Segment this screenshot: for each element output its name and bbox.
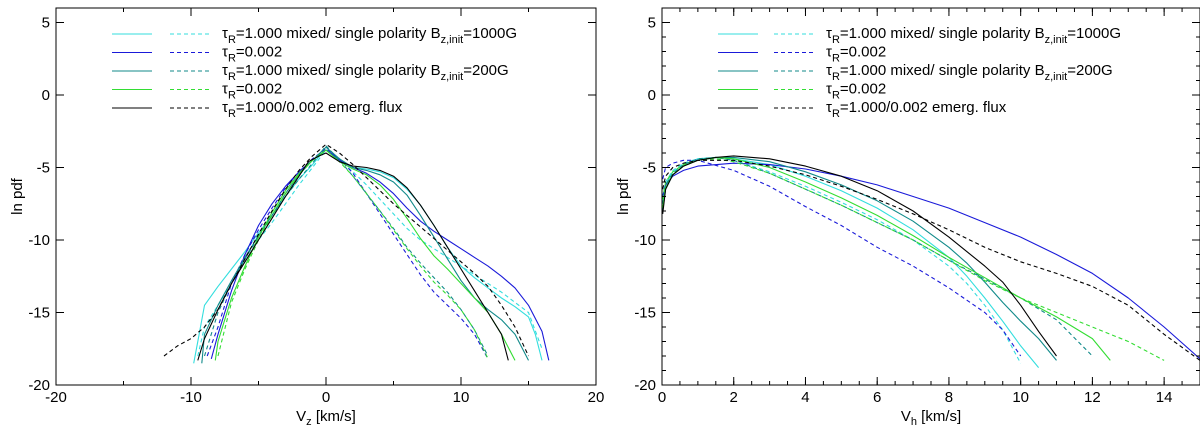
left-series-9 bbox=[163, 143, 529, 357]
right-series-9 bbox=[662, 159, 1200, 361]
left-ytick-label-4: 0 bbox=[42, 87, 50, 104]
left-ytick-label-3: -5 bbox=[37, 160, 50, 177]
right-series-1 bbox=[662, 156, 1022, 364]
right-series-3 bbox=[662, 159, 1022, 357]
right-xtick-label-6: 12 bbox=[1084, 389, 1101, 406]
left-ytick-label-2: -10 bbox=[28, 232, 50, 249]
right-legend-label-4: τR=1.000/0.002 emerg. flux bbox=[826, 99, 1007, 120]
left-ytick-label-0: -20 bbox=[28, 377, 50, 394]
left-legend-label-1: τR=0.002 bbox=[222, 44, 282, 65]
right-ylabel: ln pdf bbox=[615, 177, 632, 215]
right-chart: 0 2 4 6 8 10 12 14 -20 -15 -10 -5 0 5 Vh [km/s] ln pdf τ… bbox=[615, 7, 1200, 428]
right-legend-label-2: τR=1.000 mixed/ single polarity Bz,init=… bbox=[826, 62, 1113, 83]
left-xtick-label-0: -20 bbox=[45, 389, 67, 406]
left-series-7 bbox=[217, 149, 489, 360]
left-xtick-label-4: 20 bbox=[588, 389, 605, 406]
left-legend: τR=1.000 mixed/ single polarity Bz,init=… bbox=[112, 25, 517, 120]
right-legend-label-0: τR=1.000 mixed/ single polarity Bz,init=… bbox=[826, 25, 1121, 46]
left-xtick-label-2: 0 bbox=[322, 389, 330, 406]
right-series-group bbox=[662, 155, 1200, 368]
right-ytick-label-1: -15 bbox=[634, 305, 656, 322]
right-ytick-label-0: -20 bbox=[634, 377, 656, 394]
right-series-7 bbox=[662, 158, 1165, 361]
left-ytick-label-5: 5 bbox=[42, 15, 50, 32]
right-xtick-label-3: 6 bbox=[873, 389, 881, 406]
right-ytick-label-4: 0 bbox=[648, 87, 656, 104]
right-ytick-label-3: -5 bbox=[643, 160, 656, 177]
right-xlabel: Vh [km/s] bbox=[901, 408, 961, 428]
right-legend-label-1: τR=0.002 bbox=[826, 44, 886, 65]
right-series-5 bbox=[662, 156, 1093, 357]
right-ytick-label-5: 5 bbox=[648, 15, 656, 32]
right-series-4 bbox=[662, 156, 1057, 361]
left-chart: -20 -10 0 10 20 -20 -15 -10 -5 0 5 Vz [km/s] ln pdf τ… bbox=[9, 7, 605, 428]
right-xtick-label-2: 4 bbox=[801, 389, 809, 406]
right-xtick-label-4: 8 bbox=[945, 389, 953, 406]
right-xtick-label-0: 0 bbox=[658, 389, 666, 406]
right-xtick-label-7: 14 bbox=[1156, 389, 1173, 406]
left-xtick-label-3: 10 bbox=[453, 389, 470, 406]
right-series-2 bbox=[662, 162, 1200, 360]
left-series-2 bbox=[210, 149, 550, 361]
right-xtick-label-1: 2 bbox=[730, 389, 738, 406]
left-series-6 bbox=[214, 149, 516, 361]
left-series-3 bbox=[206, 148, 489, 360]
right-legend-label-3: τR=0.002 bbox=[826, 81, 886, 102]
right-series-8 bbox=[662, 155, 1057, 357]
left-legend-label-0: τR=1.000 mixed/ single polarity Bz,init=… bbox=[222, 25, 517, 46]
right-legend: τR=1.000 mixed/ single polarity Bz,init=… bbox=[718, 25, 1121, 120]
left-ylabel: ln pdf bbox=[9, 177, 26, 215]
left-xlabel: Vz [km/s] bbox=[296, 408, 356, 428]
left-legend-label-3: τR=0.002 bbox=[222, 81, 282, 102]
left-ytick-label-1: -15 bbox=[28, 305, 50, 322]
right-xtick-label-5: 10 bbox=[1012, 389, 1029, 406]
left-series-group bbox=[163, 143, 550, 364]
left-series-5 bbox=[203, 145, 489, 357]
left-legend-label-4: τR=1.000/0.002 emerg. flux bbox=[222, 99, 403, 120]
left-series-1 bbox=[197, 149, 543, 357]
left-series-8 bbox=[197, 152, 509, 361]
left-xtick-label-1: -10 bbox=[180, 389, 202, 406]
right-ytick-label-2: -10 bbox=[634, 232, 656, 249]
left-legend-label-2: τR=1.000 mixed/ single polarity Bz,init=… bbox=[222, 62, 509, 83]
